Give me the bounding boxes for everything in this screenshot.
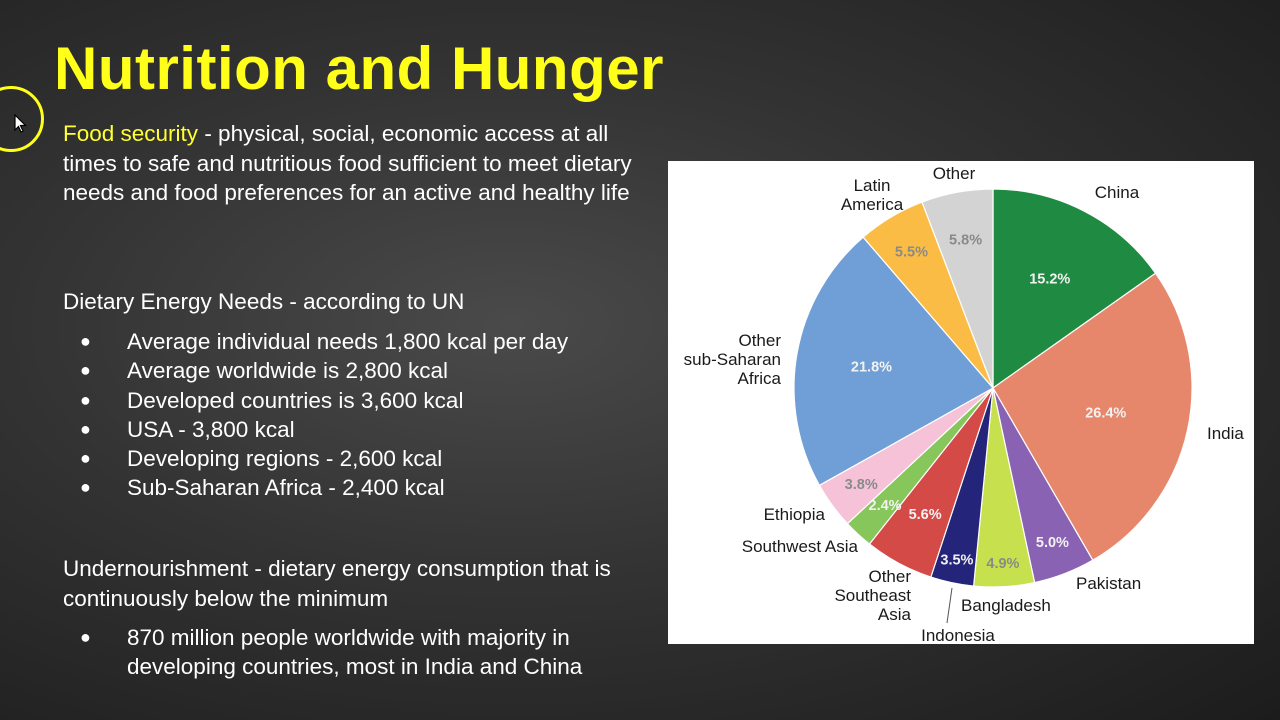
slice-category-label: Other <box>933 164 976 183</box>
slice-percent-label: 5.8% <box>949 232 982 248</box>
slice-category-label: Other Southeast Asia <box>834 567 911 624</box>
pie-slice-india <box>992 272 1193 562</box>
indonesia-leader-line <box>946 587 953 624</box>
bullet-icon: ● <box>80 360 91 381</box>
slice-percent-label: 4.9% <box>986 556 1019 572</box>
slice-percent-label: 3.5% <box>940 552 973 568</box>
slice-category-label: India <box>1207 424 1244 443</box>
food-security-term: Food security <box>63 121 199 146</box>
slice-percent-label: 15.2% <box>1029 271 1070 287</box>
list-item: ● Average worldwide is 2,800 kcal <box>80 356 568 385</box>
food-security-text: - physical, social, economic access at a… <box>63 121 632 205</box>
slice-percent-label: 21.8% <box>851 360 892 376</box>
slice-category-label: Ethiopia <box>764 505 826 524</box>
bullet-icon: ● <box>80 331 91 351</box>
pie-slice-other <box>921 188 994 389</box>
slice-category-label: Indonesia <box>921 626 995 644</box>
list-item: ● Developed countries is 3,600 kcal <box>80 386 568 415</box>
slice-percent-label: 5.0% <box>1036 535 1069 551</box>
dietary-bullet-list: ● Average individual needs 1,800 kcal per… <box>80 327 568 503</box>
slice-percent-label: 2.4% <box>869 498 902 514</box>
list-item: ● Sub-Saharan Africa - 2,400 kcal <box>80 473 568 502</box>
food-security-definition: Food security - physical, social, econom… <box>63 119 663 208</box>
slice-percent-label: 3.8% <box>845 477 878 493</box>
undernourishment-heading: Undernourishment - dietary energy consum… <box>63 556 611 611</box>
slice-category-label: Southwest Asia <box>742 537 859 556</box>
pie-slice-other-sub-saharan-africa <box>793 236 994 487</box>
bullet-icon: ● <box>80 389 91 410</box>
list-item: ● 870 million people worldwide with major… <box>80 625 583 680</box>
bullet-icon: ● <box>80 418 91 439</box>
slice-percent-label: 5.5% <box>895 244 928 260</box>
slice-category-label: Pakistan <box>1076 574 1141 593</box>
list-item: ● Developing regions - 2,600 kcal <box>80 444 568 473</box>
bullet-icon: ● <box>80 627 91 647</box>
mouse-pointer-icon <box>14 114 27 133</box>
slice-category-label: Bangladesh <box>961 596 1051 615</box>
pie-slice-china <box>992 188 1157 390</box>
bullet-icon: ● <box>80 448 91 469</box>
slice-percent-label: 26.4% <box>1085 406 1126 422</box>
bullet-icon: ● <box>80 477 91 498</box>
slice-category-label: Other sub-Saharan Africa <box>684 331 782 388</box>
undernourishment-bullet-list: ● 870 million people worldwide with major… <box>80 623 670 682</box>
pie-chart: 15.2% 26.4% 5.0% 4.9% 3.5% 5.6% 2.4% 3.8% 21.8% 5… <box>684 164 1245 644</box>
pie-chart-panel: 15.2% 26.4% 5.0% 4.9% 3.5% 5.6% 2.4% 3.8% 21.8% 5… <box>668 161 1254 644</box>
slice-percent-label: 5.6% <box>909 507 942 523</box>
list-item: ● Average individual needs 1,800 kcal per… <box>80 327 568 356</box>
slice-category-label: Latin America <box>841 176 904 214</box>
list-item: ● USA - 3,800 kcal <box>80 415 568 444</box>
slice-category-label: China <box>1095 183 1140 202</box>
slide-title: Nutrition and Hunger <box>54 35 664 102</box>
dietary-heading: Dietary Energy Needs - according to UN <box>63 289 465 314</box>
